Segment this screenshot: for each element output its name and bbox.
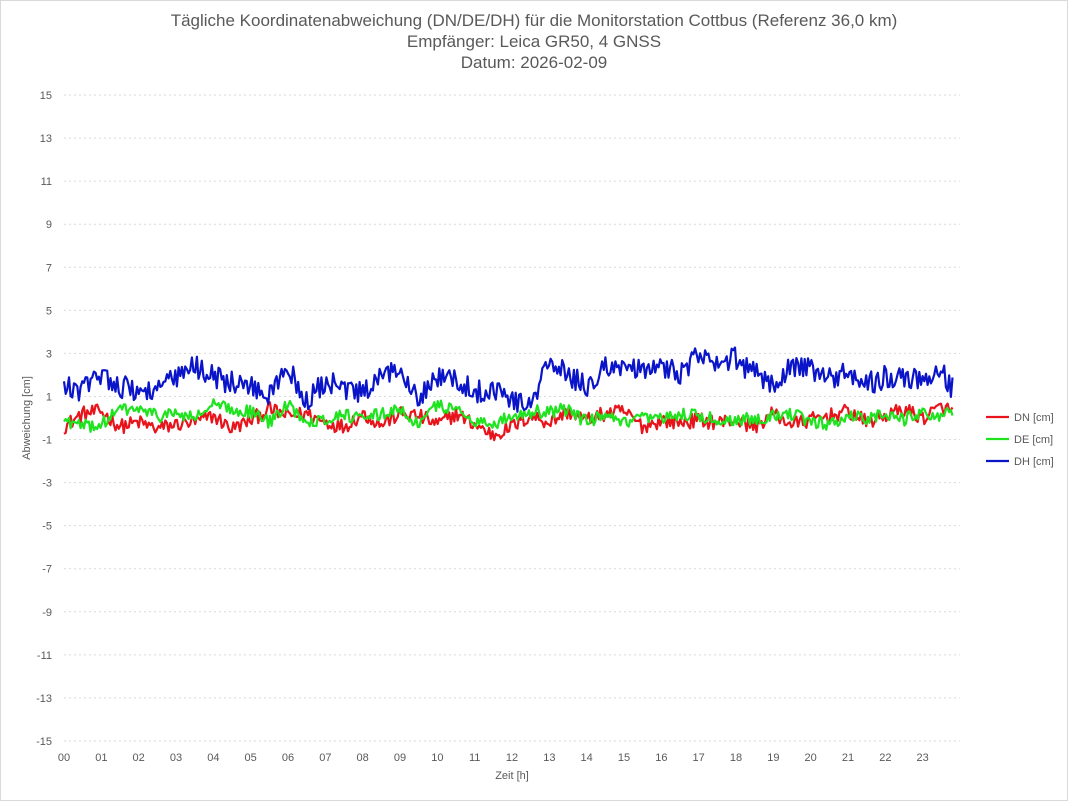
y-tick-label: 5 (46, 305, 52, 317)
x-tick-label: 15 (618, 752, 630, 764)
y-tick-label: -9 (42, 607, 52, 619)
y-axis-tick-labels: 15 13 11 9 7 5 3 1 -1 -3 -5 -7 -9 -11 -13 -15 (36, 90, 52, 748)
legend-label: DH [cm] (1014, 456, 1054, 468)
x-tick-label: 17 (693, 752, 705, 764)
x-tick-label: 20 (805, 752, 817, 764)
y-tick-label: -7 (42, 564, 52, 576)
x-tick-label: 10 (431, 752, 443, 764)
data-series (62, 346, 954, 442)
y-tick-label: -11 (37, 650, 52, 662)
chart-title: Tägliche Koordinatenabweichung (DN/DE/DH… (170, 11, 898, 30)
x-tick-label: 16 (655, 752, 667, 764)
x-tick-label: 21 (842, 752, 854, 764)
x-tick-label: 08 (357, 752, 369, 764)
x-tick-label: 23 (917, 752, 929, 764)
y-tick-label: 13 (40, 133, 52, 145)
chart-subtitle-date: Datum: 2026-02-09 (460, 53, 608, 72)
x-tick-label: 07 (319, 752, 331, 764)
x-tick-label: 09 (394, 752, 406, 764)
series-line-dh (62, 346, 954, 413)
x-tick-label: 22 (879, 752, 891, 764)
legend: DN [cm] DE [cm] DH [cm] (986, 412, 1054, 468)
x-tick-label: 04 (207, 752, 219, 764)
x-tick-label: 03 (170, 752, 182, 764)
y-tick-label: 7 (46, 262, 52, 274)
x-tick-label: 02 (133, 752, 145, 764)
y-tick-label: -1 (42, 435, 52, 447)
legend-label: DE [cm] (1014, 434, 1053, 446)
x-tick-label: 05 (245, 752, 257, 764)
x-tick-label: 00 (58, 752, 70, 764)
x-tick-label: 19 (767, 752, 779, 764)
y-tick-label: 1 (46, 391, 52, 403)
legend-label: DN [cm] (1014, 412, 1054, 424)
chart-titles: Tägliche Koordinatenabweichung (DN/DE/DH… (0, 10, 1068, 73)
y-axis-title: Abweichung [cm] (21, 376, 33, 460)
x-tick-label: 06 (282, 752, 294, 764)
x-tick-label: 12 (506, 752, 518, 764)
x-tick-label: 18 (730, 752, 742, 764)
x-tick-label: 14 (581, 752, 593, 764)
series-line-de (63, 398, 954, 433)
x-tick-label: 01 (95, 752, 107, 764)
x-tick-label: 13 (543, 752, 555, 764)
chart-subtitle-receiver: Empfänger: Leica GR50, 4 GNSS (406, 32, 662, 51)
y-tick-label: 11 (41, 176, 52, 188)
x-tick-label: 11 (469, 752, 480, 764)
y-tick-label: 15 (40, 90, 52, 102)
y-tick-label: -5 (42, 521, 52, 533)
y-tick-label: -13 (36, 693, 52, 705)
y-tick-label: -15 (36, 736, 52, 748)
gridlines (64, 94, 960, 742)
y-tick-label: -3 (42, 478, 52, 490)
y-tick-label: 9 (46, 219, 52, 231)
y-tick-label: 3 (46, 348, 52, 360)
x-axis-tick-labels: 00 01 02 03 04 05 06 07 08 09 10 11 12 13 14 15 16 17 18 19… (58, 752, 929, 764)
x-axis-title: Zeit [h] (495, 770, 529, 782)
